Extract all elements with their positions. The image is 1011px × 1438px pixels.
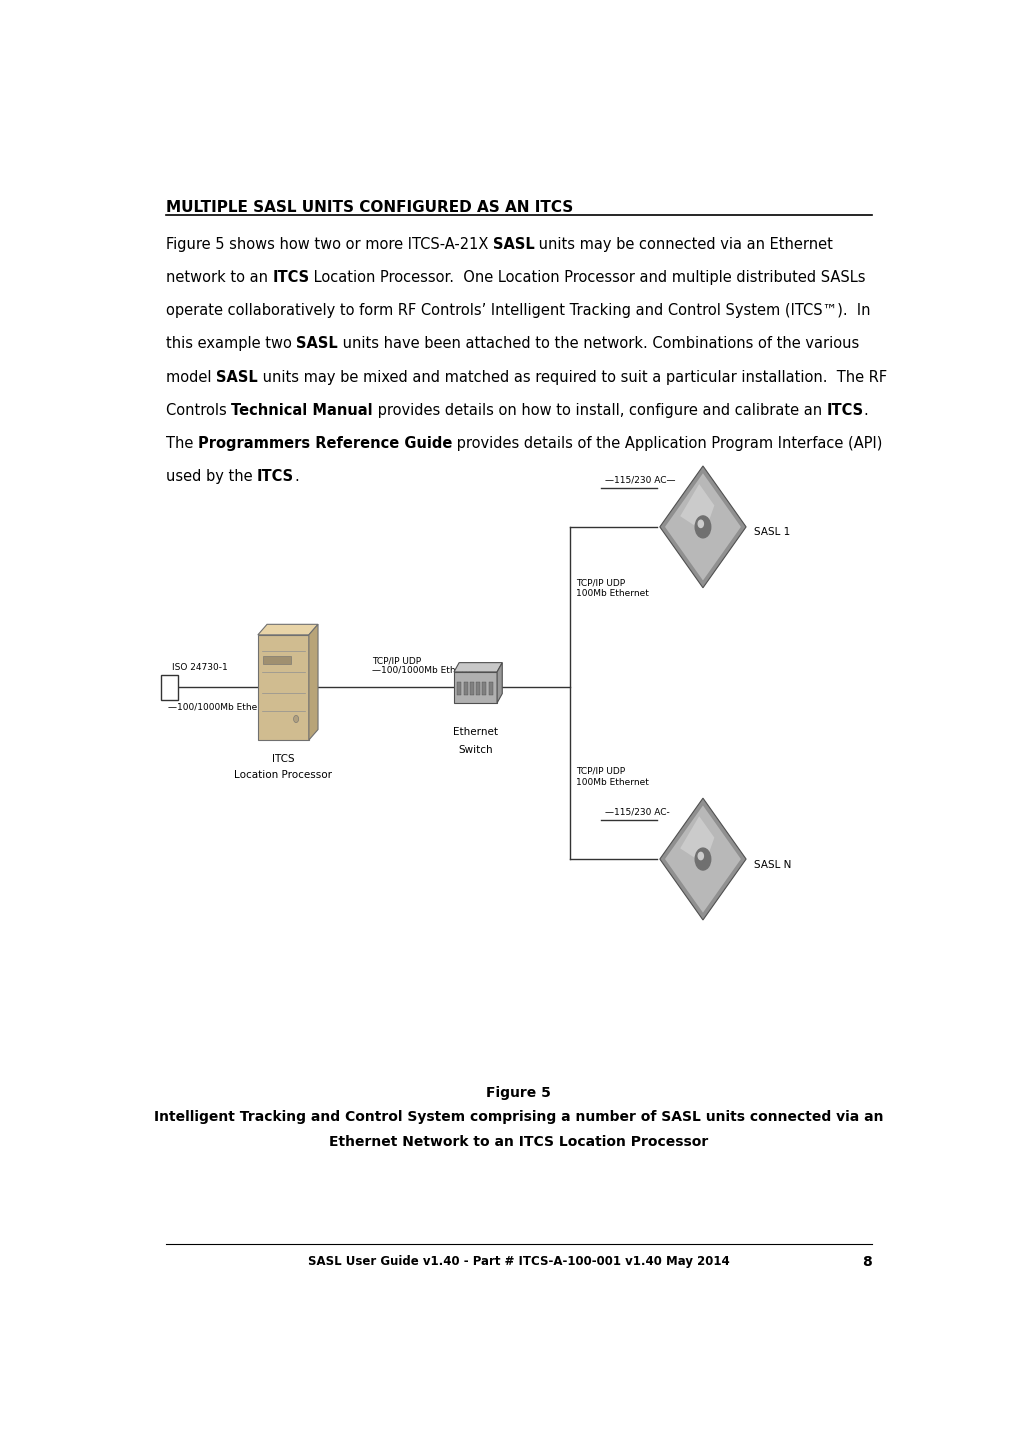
Text: Ethernet: Ethernet [453,728,497,738]
Text: Intelligent Tracking and Control System comprising a number of SASL units connec: Intelligent Tracking and Control System … [154,1110,883,1125]
Text: Location Processor.  One Location Processor and multiple distributed SASLs: Location Processor. One Location Process… [309,270,865,285]
Polygon shape [679,817,714,864]
Text: —115/230 AC—: —115/230 AC— [605,476,674,485]
Circle shape [698,521,703,528]
Text: .: . [862,403,867,418]
Polygon shape [308,624,317,741]
Text: TCP/IP UDP: TCP/IP UDP [575,578,625,587]
Text: model: model [166,370,215,384]
FancyBboxPatch shape [262,656,290,664]
Text: Ethernet Network to an ITCS Location Processor: Ethernet Network to an ITCS Location Pro… [329,1135,708,1149]
Text: The: The [166,436,197,452]
Text: provides details of the Application Program Interface (API): provides details of the Application Prog… [452,436,882,452]
Text: —100/1000Mb Ethernet—: —100/1000Mb Ethernet— [168,703,285,712]
Polygon shape [664,805,740,913]
Text: ITCS: ITCS [257,469,294,485]
Text: network to an: network to an [166,270,272,285]
Text: Programmers Reference Guide: Programmers Reference Guide [197,436,452,452]
FancyBboxPatch shape [488,682,492,695]
Text: TCP/IP UDP: TCP/IP UDP [575,766,625,775]
Polygon shape [496,663,501,703]
Text: MULTIPLE SASL UNITS CONFIGURED AS AN ITCS: MULTIPLE SASL UNITS CONFIGURED AS AN ITC… [166,200,572,216]
Text: ITCS: ITCS [826,403,862,418]
Text: Technical Manual: Technical Manual [231,403,372,418]
Text: ITCS: ITCS [272,270,309,285]
Circle shape [293,715,298,722]
FancyBboxPatch shape [454,672,496,703]
Text: 8: 8 [861,1255,870,1270]
FancyBboxPatch shape [161,676,178,700]
FancyBboxPatch shape [457,682,461,695]
Text: —100/1000Mb Ethernet—: —100/1000Mb Ethernet— [371,666,488,674]
Text: SASL User Guide v1.40 - Part # ITCS-A-100-001 v1.40 May 2014: SASL User Guide v1.40 - Part # ITCS-A-10… [307,1255,729,1268]
Text: operate collaboratively to form RF Controls’ Intelligent Tracking and Control Sy: operate collaboratively to form RF Contr… [166,303,869,318]
Text: TCP/IP UDP: TCP/IP UDP [371,656,421,666]
Polygon shape [454,663,501,672]
Text: units may be connected via an Ethernet: units may be connected via an Ethernet [534,237,832,252]
Text: units may be mixed and matched as required to suit a particular installation.  T: units may be mixed and matched as requir… [258,370,886,384]
FancyBboxPatch shape [482,682,486,695]
Polygon shape [659,466,745,588]
FancyBboxPatch shape [469,682,473,695]
Text: Controls: Controls [166,403,231,418]
FancyBboxPatch shape [476,682,479,695]
Text: SASL: SASL [215,370,258,384]
Text: .: . [294,469,298,485]
Text: 100Mb Ethernet: 100Mb Ethernet [575,778,648,787]
Text: SASL 1: SASL 1 [753,528,790,538]
Polygon shape [664,473,740,581]
Text: Figure 5: Figure 5 [485,1086,551,1100]
Text: units have been attached to the network. Combinations of the various: units have been attached to the network.… [338,336,858,351]
Circle shape [695,848,710,870]
Text: Figure 5 shows how two or more ITCS-A-21X: Figure 5 shows how two or more ITCS-A-21… [166,237,492,252]
Circle shape [695,516,710,538]
Text: Location Processor: Location Processor [235,771,332,781]
Text: used by the: used by the [166,469,257,485]
Text: SASL: SASL [296,336,338,351]
Circle shape [698,853,703,860]
FancyBboxPatch shape [258,634,308,741]
Polygon shape [258,624,317,634]
Text: Switch: Switch [458,745,492,755]
Text: SASL: SASL [492,237,534,252]
FancyBboxPatch shape [463,682,467,695]
Text: ITCS: ITCS [272,754,294,764]
Text: 100Mb Ethernet: 100Mb Ethernet [575,590,648,598]
Polygon shape [659,798,745,920]
Text: this example two: this example two [166,336,296,351]
Text: SASL N: SASL N [753,860,791,870]
Text: provides details on how to install, configure and calibrate an: provides details on how to install, conf… [372,403,826,418]
Text: ISO 24730-1: ISO 24730-1 [172,663,227,672]
Polygon shape [679,485,714,532]
Text: —115/230 AC-: —115/230 AC- [605,808,669,817]
